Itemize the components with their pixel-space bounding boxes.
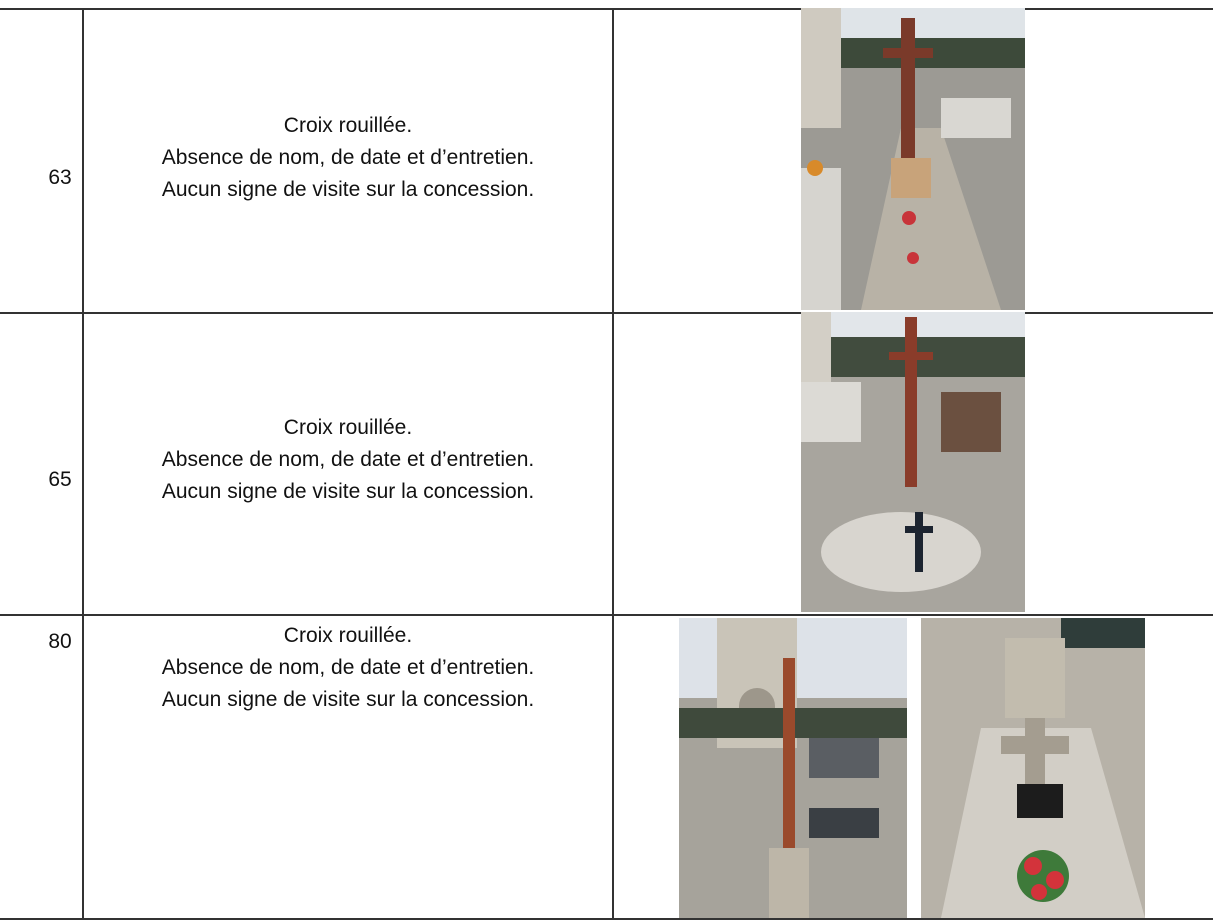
text-line: Aucun signe de visite sur la concession.: [161, 480, 535, 503]
row-number: 80: [48, 630, 72, 653]
text-line: Absence de nom, de date et d’entretien.: [161, 146, 535, 169]
text-line: Aucun signe de visite sur la concession.: [161, 688, 535, 711]
photo: [801, 312, 1025, 612]
photo: [679, 618, 907, 918]
photo: [801, 8, 1025, 310]
photo: [921, 618, 1145, 918]
text-line: Absence de nom, de date et d’entretien.: [161, 448, 535, 471]
text-line: Absence de nom, de date et d’entretien.: [161, 656, 535, 679]
column-border: [82, 8, 84, 920]
row-border: [0, 312, 1213, 314]
text-line: Croix rouillée.: [283, 114, 413, 137]
row-number: 65: [48, 468, 72, 491]
text-line: Croix rouillée.: [283, 416, 413, 439]
text-line: Croix rouillée.: [283, 624, 413, 647]
row-border: [0, 918, 1213, 920]
row-number: 63: [48, 166, 72, 189]
row-description: Croix rouillée. Absence de nom, de date …: [84, 620, 612, 716]
row-description: Croix rouillée. Absence de nom, de date …: [84, 110, 612, 206]
column-border: [612, 8, 614, 920]
row-border: [0, 614, 1213, 616]
row-border: [0, 8, 1213, 10]
text-line: Aucun signe de visite sur la concession.: [161, 178, 535, 201]
row-description: Croix rouillée. Absence de nom, de date …: [84, 412, 612, 508]
